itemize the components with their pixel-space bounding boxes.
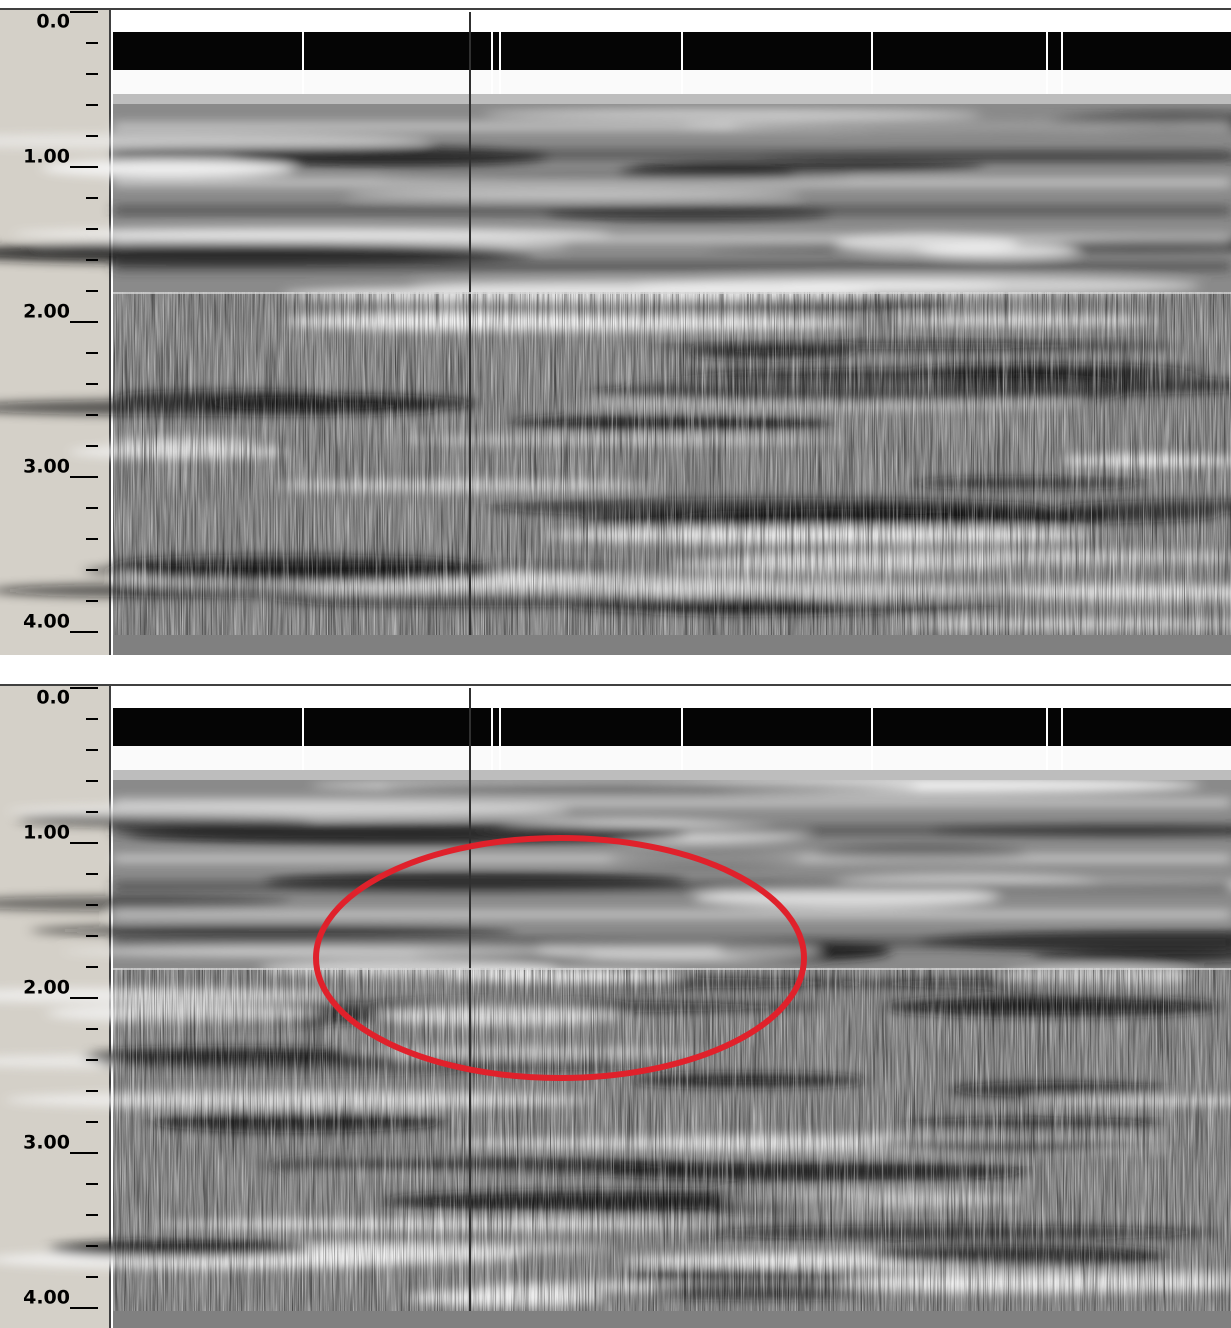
reflection-band (62, 947, 583, 956)
surface-white-top (113, 688, 1231, 708)
surface-black (113, 32, 1231, 70)
reflection-band (6, 803, 571, 819)
depth-label: 2.00 (23, 301, 70, 323)
surface-fade (113, 94, 1231, 104)
reflection-band (30, 924, 517, 937)
depth-label: 3.00 (23, 456, 70, 478)
depth-label: 0.0 (36, 11, 70, 33)
layer-band (113, 882, 1231, 891)
reflection-band (482, 108, 981, 120)
layer-band (113, 178, 1231, 187)
reflection-band (1030, 952, 1231, 964)
depth-label: 1.00 (23, 822, 70, 844)
noise-light (113, 292, 1231, 635)
layer-band (113, 234, 1231, 243)
radargram-panel: 0.0 1.00 2.00 3.00 4.00 (0, 684, 1231, 1328)
radargram-panel: 0.0 1.00 2.00 3.00 4.00 (0, 8, 1231, 655)
surface-white (113, 746, 1231, 770)
depth-label: 3.00 (23, 1132, 70, 1154)
depth-label: 0.0 (36, 687, 70, 709)
layer-band (113, 262, 1231, 271)
depth-label: 4.00 (23, 611, 70, 633)
reflection-band (0, 896, 293, 912)
reflection-band (345, 190, 802, 200)
layer-band (113, 798, 1231, 807)
reflection-band (0, 133, 431, 149)
depth-axis-panel (0, 8, 110, 655)
reflection-band (0, 242, 535, 264)
layer-band (113, 910, 1231, 919)
highlight-ellipse (313, 835, 807, 1081)
layer-band (113, 150, 1231, 159)
layer-band (113, 854, 1231, 863)
layer-band (113, 938, 1231, 947)
layer-band (113, 826, 1231, 835)
scroll-strip (113, 1311, 1231, 1328)
surface-white-top (113, 12, 1231, 32)
reflection-band (40, 159, 296, 178)
depth-label: 2.00 (23, 977, 70, 999)
depth-label: 4.00 (23, 1287, 70, 1309)
surface-fade (113, 770, 1231, 780)
scroll-strip (113, 635, 1231, 655)
layer-band (113, 206, 1231, 215)
surface-white (113, 70, 1231, 94)
noise-light (113, 968, 1231, 1311)
reflection-band (634, 161, 986, 174)
surface-black (113, 708, 1231, 746)
depth-axis-panel (0, 684, 110, 1328)
layer-band (113, 122, 1231, 131)
reflection-band (382, 782, 919, 792)
reflection-band (693, 886, 1000, 908)
depth-label: 1.00 (23, 146, 70, 168)
